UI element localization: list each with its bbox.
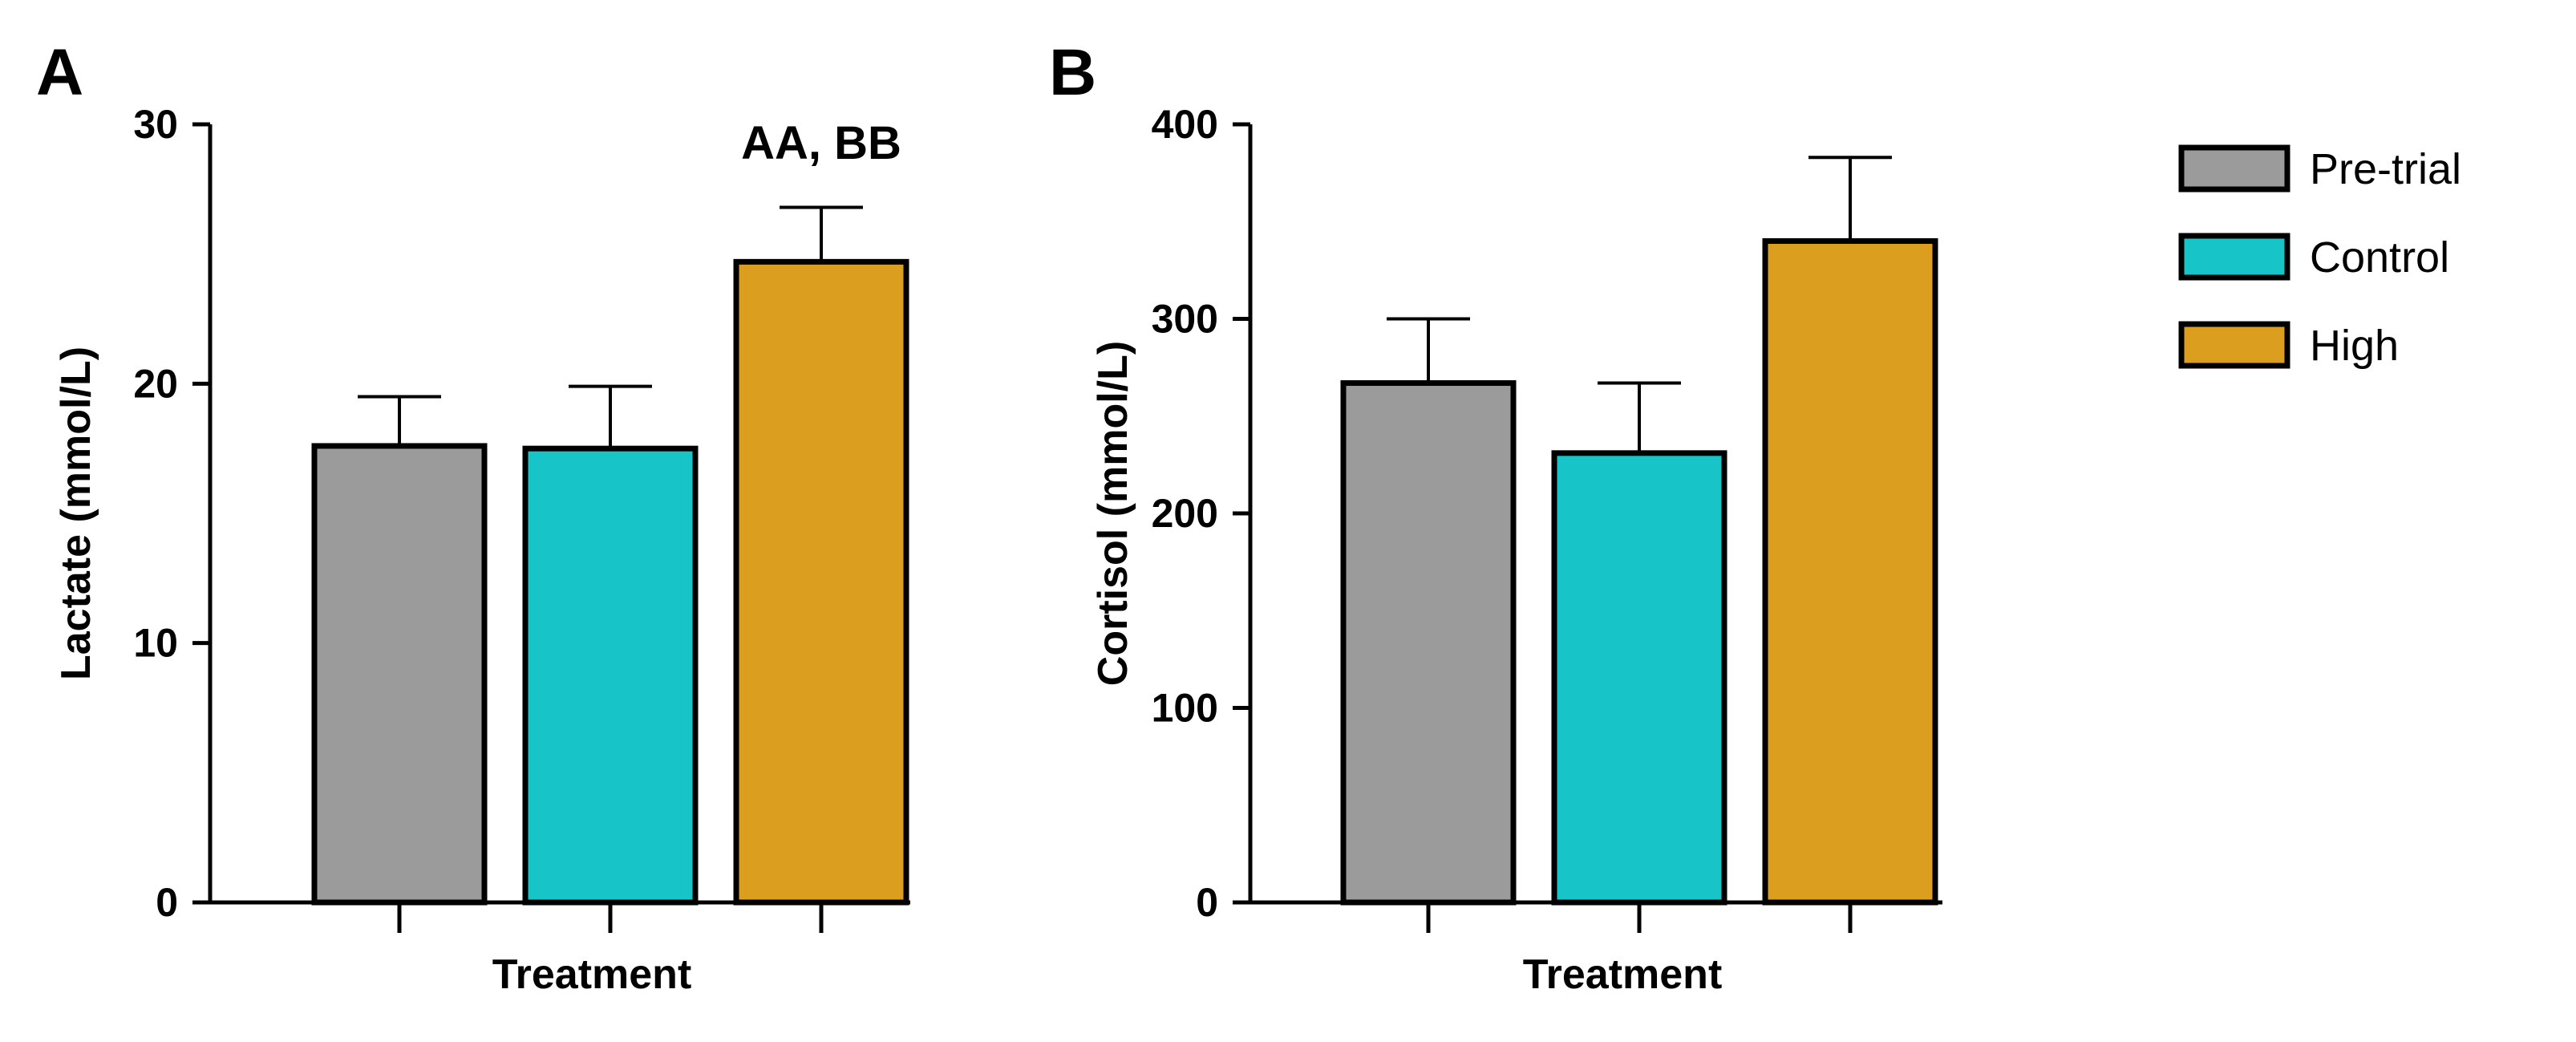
bar-pre-trial [311,443,488,906]
legend-swatch-control [2178,233,2290,281]
y-tick-label: 100 [1152,686,1218,731]
bar-high [733,258,909,906]
panel-b-cortisol-chart: B 0 100 200 300 400 Treatment Cortisol (mmol/L) [1049,36,1942,998]
legend: Pre-trial Control High [2178,144,2461,370]
legend-label-high: High [2310,322,2399,370]
bar-control [522,445,699,906]
y-tick-label: 20 [133,361,178,406]
y-tick-label: 400 [1152,102,1218,147]
bar-high [1762,238,1938,906]
y-tick-label: 200 [1152,491,1218,536]
y-axis-title: Lactate (mmol/L) [53,347,99,680]
y-tick-label: 300 [1152,297,1218,342]
y-tick-label: 10 [133,621,178,666]
y-tick-label: 0 [1196,880,1218,925]
x-axis-title: Treatment [1523,951,1723,998]
panel-a-lactate-chart: A 0 10 20 30 AA, BB Treatment Lactate (mmol/L) [36,36,910,998]
x-axis-title: Treatment [492,951,692,998]
panel-letter: B [1049,36,1096,109]
legend-swatch-high [2178,321,2290,369]
y-axis-title: Cortisol (mmol/L) [1090,341,1136,686]
bar-control [1551,450,1727,906]
bar-pre-trial [1340,380,1517,906]
panel-letter: A [36,36,83,109]
legend-label-pre-trial: Pre-trial [2310,145,2461,193]
y-tick-label: 30 [133,102,178,147]
legend-label-control: Control [2310,233,2449,282]
y-tick-label: 0 [156,880,178,925]
legend-swatch-pre-trial [2178,144,2290,193]
significance-annotation: AA, BB [741,117,901,169]
